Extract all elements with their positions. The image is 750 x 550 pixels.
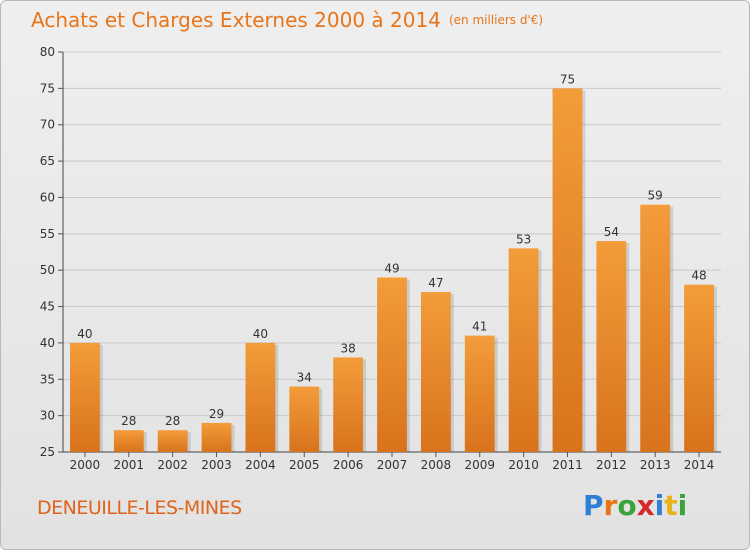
x-tick-label: 2005 bbox=[289, 458, 320, 472]
bar-value-label: 28 bbox=[165, 414, 180, 428]
x-tick-label: 2000 bbox=[70, 458, 101, 472]
bar-value-label: 59 bbox=[648, 189, 663, 203]
bar bbox=[640, 204, 671, 452]
bar-value-label: 38 bbox=[340, 341, 355, 355]
y-tick-label: 80 bbox=[40, 45, 55, 59]
y-tick-label: 25 bbox=[40, 445, 55, 459]
y-tick-label: 75 bbox=[40, 81, 55, 95]
bar bbox=[201, 422, 232, 452]
bar bbox=[552, 88, 583, 452]
x-tick-label: 2008 bbox=[421, 458, 452, 472]
bar bbox=[113, 430, 144, 452]
x-tick-label: 2009 bbox=[464, 458, 495, 472]
bar-value-label: 53 bbox=[516, 232, 531, 246]
y-tick-label: 40 bbox=[40, 336, 55, 350]
x-tick-label: 2011 bbox=[552, 458, 583, 472]
y-tick-label: 50 bbox=[40, 263, 55, 277]
bar-value-label: 40 bbox=[253, 327, 268, 341]
x-tick-label: 2014 bbox=[684, 458, 715, 472]
chart-title-text: Achats et Charges Externes 2000 à 2014 bbox=[31, 8, 441, 32]
bar bbox=[377, 277, 407, 452]
bar-value-label: 75 bbox=[560, 72, 575, 86]
logo-letter: i bbox=[654, 489, 665, 522]
y-tick-label: 55 bbox=[40, 227, 55, 241]
chart-unit-note: (en milliers d'€) bbox=[448, 13, 544, 27]
x-tick-label: 2012 bbox=[596, 458, 627, 472]
x-tick-label: 2013 bbox=[640, 458, 671, 472]
proxiti-logo[interactable]: Proxiti bbox=[583, 489, 687, 522]
y-tick-label: 30 bbox=[40, 409, 55, 423]
bar-value-label: 49 bbox=[384, 261, 399, 275]
commune-name: DENEUILLE-LES-MINES bbox=[37, 497, 242, 519]
y-tick-label: 45 bbox=[40, 300, 55, 314]
y-tick-label: 35 bbox=[40, 372, 55, 386]
bar bbox=[289, 386, 320, 452]
logo-letter: o bbox=[617, 489, 637, 522]
x-tick-label: 2002 bbox=[157, 458, 188, 472]
x-tick-label: 2004 bbox=[245, 458, 276, 472]
bar-value-label: 34 bbox=[297, 371, 312, 385]
bar bbox=[245, 342, 276, 452]
bar bbox=[70, 342, 100, 452]
chart-title: Achats et Charges Externes 2000 à 2014 (e… bbox=[31, 8, 543, 32]
bar bbox=[464, 335, 495, 452]
bar bbox=[333, 357, 364, 452]
x-tick-label: 2007 bbox=[377, 458, 408, 472]
x-tick-label: 2003 bbox=[201, 458, 232, 472]
x-tick-label: 2006 bbox=[333, 458, 364, 472]
logo-letter: P bbox=[583, 489, 604, 522]
bar-value-label: 47 bbox=[428, 276, 443, 290]
y-tick-label: 70 bbox=[40, 118, 55, 132]
logo-letter: r bbox=[603, 489, 618, 522]
y-tick-label: 60 bbox=[40, 190, 55, 204]
bar-value-label: 29 bbox=[209, 407, 224, 421]
bar bbox=[596, 241, 627, 452]
bar-value-label: 54 bbox=[604, 225, 619, 239]
x-tick-label: 2001 bbox=[114, 458, 145, 472]
bar-value-label: 40 bbox=[77, 327, 92, 341]
x-tick-label: 2010 bbox=[508, 458, 539, 472]
bar bbox=[420, 292, 451, 452]
bar-value-label: 41 bbox=[472, 320, 487, 334]
logo-letter: i bbox=[677, 489, 688, 522]
bar bbox=[508, 248, 539, 452]
bar bbox=[157, 430, 188, 452]
bar bbox=[684, 284, 714, 452]
y-tick-label: 65 bbox=[40, 154, 55, 168]
bar-value-label: 28 bbox=[121, 414, 136, 428]
bar-value-label: 48 bbox=[691, 269, 706, 283]
logo-letter: t bbox=[664, 489, 678, 522]
logo-letter: x bbox=[636, 489, 655, 522]
